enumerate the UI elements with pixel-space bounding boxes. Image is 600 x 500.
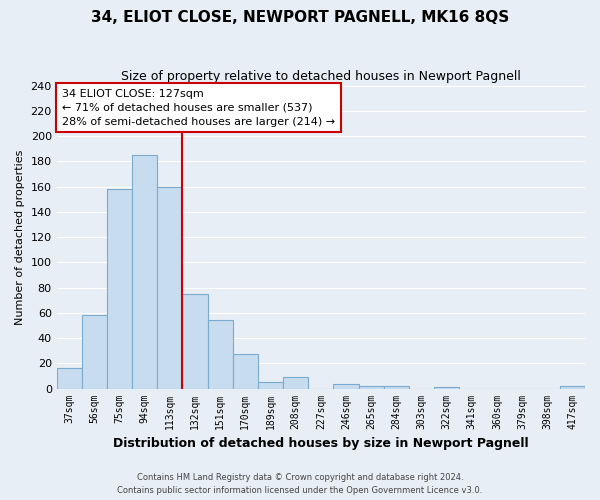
Bar [359,386,384,388]
Text: 34 ELIOT CLOSE: 127sqm
← 71% of detached houses are smaller (537)
28% of semi-de: 34 ELIOT CLOSE: 127sqm ← 71% of detached… [62,88,335,126]
Text: Contains HM Land Registry data © Crown copyright and database right 2024.
Contai: Contains HM Land Registry data © Crown c… [118,474,482,495]
Bar [56,368,82,388]
Bar [258,382,283,388]
X-axis label: Distribution of detached houses by size in Newport Pagnell: Distribution of detached houses by size … [113,437,529,450]
Y-axis label: Number of detached properties: Number of detached properties [15,150,25,324]
Bar [334,384,359,388]
Bar [157,186,182,388]
Bar [283,377,308,388]
Bar [82,316,107,388]
Title: Size of property relative to detached houses in Newport Pagnell: Size of property relative to detached ho… [121,70,521,83]
Bar [208,320,233,388]
Bar [107,189,132,388]
Bar [182,294,208,388]
Bar [233,354,258,388]
Bar [132,155,157,388]
Bar [560,386,585,388]
Bar [384,386,409,388]
Text: 34, ELIOT CLOSE, NEWPORT PAGNELL, MK16 8QS: 34, ELIOT CLOSE, NEWPORT PAGNELL, MK16 8… [91,10,509,25]
